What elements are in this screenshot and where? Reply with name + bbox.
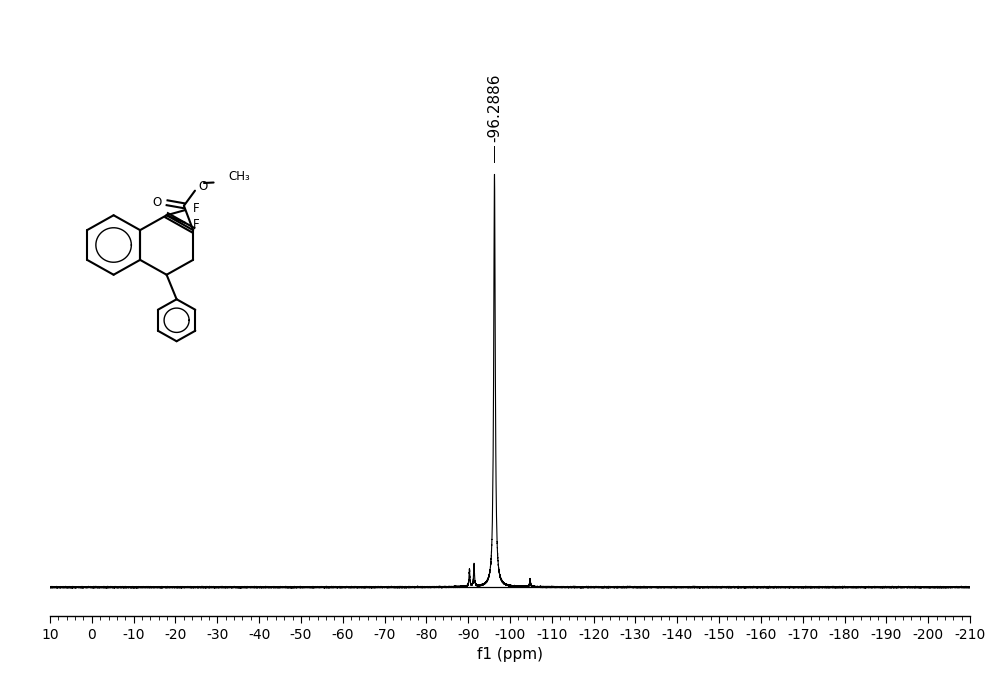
Text: O: O xyxy=(153,196,162,209)
Text: F: F xyxy=(193,202,200,215)
Text: CH₃: CH₃ xyxy=(229,169,250,183)
Text: O: O xyxy=(199,180,208,193)
Text: F: F xyxy=(193,218,200,231)
X-axis label: f1 (ppm): f1 (ppm) xyxy=(477,648,543,662)
Text: -96.2886: -96.2886 xyxy=(487,74,502,141)
